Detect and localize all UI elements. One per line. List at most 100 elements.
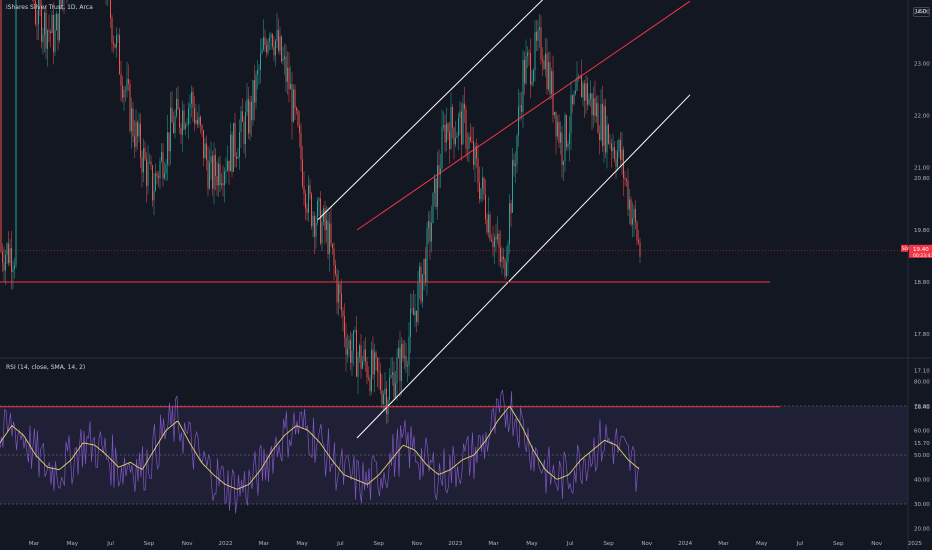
candle-body	[510, 203, 512, 213]
candle-body	[174, 115, 176, 133]
candle-body	[621, 149, 623, 161]
candle-body	[164, 173, 165, 179]
price-label-box	[909, 244, 932, 258]
channel-lower-line	[356, 94, 691, 439]
candle-body	[183, 110, 185, 130]
candle-body	[591, 93, 593, 116]
candle-body	[158, 175, 159, 179]
candle-body	[275, 40, 276, 56]
candle-body	[329, 223, 330, 255]
candle-body	[546, 53, 548, 90]
candle-body	[437, 165, 438, 207]
candle-body	[366, 361, 368, 378]
candle-body	[501, 256, 503, 262]
candle-body	[246, 99, 248, 112]
candle-body	[365, 349, 366, 362]
time-tick-label: 2024	[678, 541, 692, 547]
candle-body	[60, 0, 62, 5]
candle-body	[527, 52, 528, 57]
candle-body	[618, 140, 620, 152]
candle-body	[263, 37, 264, 50]
candle-body	[461, 111, 462, 145]
candle-body	[284, 56, 285, 59]
candle-body	[534, 32, 536, 71]
candle-body	[372, 349, 374, 375]
candle-body	[383, 394, 384, 404]
candle-body	[516, 135, 518, 165]
rsi-tick-label: 30.00	[914, 502, 930, 508]
candle-body	[111, 17, 113, 43]
candle-body	[305, 193, 306, 209]
candle-body	[558, 121, 560, 143]
candle-body	[537, 30, 539, 41]
candle-body	[572, 95, 573, 105]
candle-body	[545, 53, 546, 70]
candle-body	[548, 62, 549, 90]
candle-body	[3, 262, 5, 271]
time-tick-label: May	[756, 541, 768, 547]
rsi-line	[0, 389, 640, 514]
candle-body	[573, 93, 575, 105]
price-tick-label: 21.00	[914, 166, 930, 172]
candle-body	[488, 214, 489, 233]
candle-body	[267, 41, 269, 53]
time-tick-label: Mar	[488, 541, 499, 547]
candle-body	[173, 122, 174, 133]
candle-body	[350, 340, 351, 363]
candle-body	[380, 372, 381, 391]
candle-body	[585, 83, 587, 101]
candle-body	[167, 132, 168, 165]
candle-body	[15, 0, 17, 266]
candle-body	[333, 248, 335, 266]
price-tick-label: 16.40	[914, 405, 930, 411]
candle-body	[249, 101, 251, 134]
candle-body	[563, 161, 564, 165]
candle-body	[509, 203, 510, 245]
price-tick-label: 15.70	[914, 441, 930, 447]
candle-body	[411, 308, 413, 309]
candle-body	[497, 233, 498, 240]
candle-body	[125, 90, 126, 91]
candle-body	[560, 132, 561, 143]
candle-body	[269, 37, 270, 42]
candle-body	[489, 214, 491, 240]
candle-body	[542, 59, 543, 62]
candle-body	[432, 192, 434, 224]
candle-body	[324, 208, 326, 230]
candle-body	[512, 160, 513, 213]
candle-body	[339, 284, 341, 294]
candle-body	[54, 30, 56, 52]
currency-button[interactable]: USD	[913, 7, 930, 17]
candle-body	[441, 127, 443, 169]
candle-body	[341, 293, 342, 311]
candle-body	[429, 221, 431, 242]
candle-body	[422, 274, 423, 302]
candle-body	[273, 46, 275, 56]
price-axis: 15.70 16.40 17.10 17.80 18.80 19.80 20.80 21.00…	[914, 10, 930, 448]
candle-body	[128, 79, 129, 84]
candle-body	[491, 239, 492, 242]
candle-body	[593, 98, 594, 116]
candle-body	[135, 122, 137, 147]
candle-body	[0, 0, 2, 252]
candle-body	[317, 200, 318, 223]
candle-body	[218, 163, 219, 186]
price-tick-label: 19.80	[914, 228, 930, 234]
candle-body	[8, 243, 9, 264]
candle-body	[162, 152, 164, 179]
candle-body	[215, 155, 216, 177]
candle-body	[258, 69, 260, 71]
time-tick-label: Sep	[144, 541, 155, 547]
candle-body	[11, 247, 12, 272]
price-tick-label: 18.80	[914, 280, 930, 286]
annotations-group	[0, 0, 908, 439]
candle-body	[419, 266, 420, 283]
candle-body	[417, 282, 419, 322]
candles-group	[0, 0, 641, 425]
candle-body	[399, 347, 401, 382]
price-label-value: 19.40	[913, 247, 929, 253]
time-tick-label: 2022	[219, 541, 233, 547]
candle-body	[405, 356, 407, 367]
time-tick-label: 2025	[908, 541, 922, 547]
